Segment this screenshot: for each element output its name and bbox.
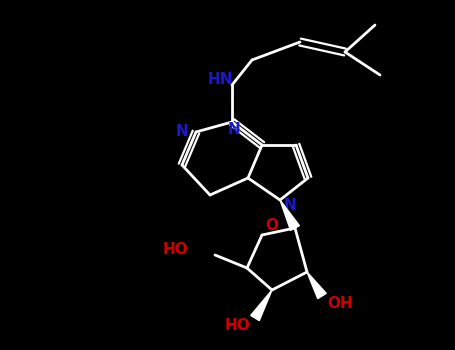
Text: OH: OH [327, 296, 353, 312]
Text: HN: HN [207, 72, 233, 88]
Text: N: N [283, 197, 296, 212]
Text: O: O [266, 218, 278, 233]
Polygon shape [307, 272, 326, 299]
Polygon shape [251, 290, 272, 321]
Polygon shape [280, 200, 299, 230]
Text: N: N [228, 122, 240, 138]
Text: HO: HO [224, 318, 250, 334]
Text: N: N [176, 125, 188, 140]
Text: HO: HO [162, 243, 188, 258]
